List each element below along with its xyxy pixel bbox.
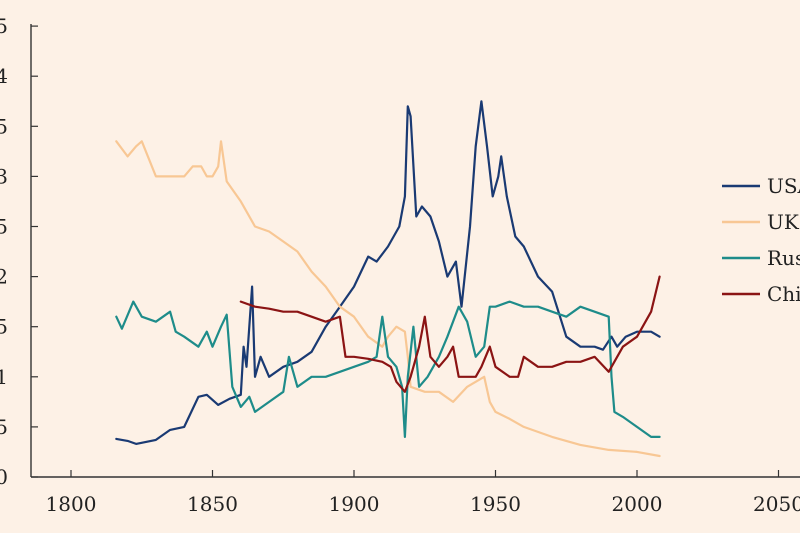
x-tick-label: 2050 [753, 492, 800, 516]
series-line-china [239, 275, 661, 393]
y-tick-label: 0 [0, 465, 8, 489]
y-tick-label: .45 [0, 14, 8, 38]
series-line-uk [115, 140, 661, 458]
x-tick-label: 2000 [612, 492, 663, 516]
legend-label-uk: UK [767, 210, 800, 234]
y-tick-label: .35 [0, 114, 8, 138]
legend-label-china: China [767, 282, 800, 306]
x-tick-label: 1850 [187, 492, 238, 516]
x-tick-label: 1800 [46, 492, 97, 516]
y-tick-label: .05 [0, 415, 8, 439]
y-tick-label: .1 [0, 365, 8, 389]
series-line-russia [115, 300, 661, 438]
legend-label-usa: USA [767, 174, 800, 198]
series-line-usa [115, 100, 661, 445]
y-tick-label: .2 [0, 265, 8, 289]
y-tick-label: .4 [0, 64, 8, 88]
y-tick-label: .3 [0, 164, 8, 188]
legend: USA UK Russia China [722, 174, 800, 306]
x-tick-label: 1950 [470, 492, 521, 516]
y-tick-label: .15 [0, 315, 8, 339]
y-tick-label: .25 [0, 215, 8, 239]
legend-label-russia: Russia [767, 246, 800, 270]
axes [30, 24, 800, 478]
x-tick-label: 1900 [329, 492, 380, 516]
